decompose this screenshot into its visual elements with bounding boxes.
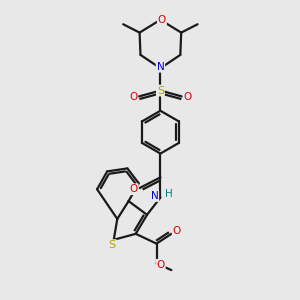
Text: N: N: [151, 191, 158, 201]
Text: O: O: [183, 92, 192, 101]
Text: S: S: [109, 240, 116, 250]
Text: O: O: [158, 15, 166, 25]
Text: S: S: [157, 85, 164, 96]
Text: O: O: [129, 92, 137, 101]
Text: H: H: [165, 189, 172, 199]
Text: O: O: [157, 260, 165, 270]
Text: O: O: [172, 226, 181, 236]
Text: O: O: [130, 184, 138, 194]
Text: N: N: [157, 62, 164, 72]
